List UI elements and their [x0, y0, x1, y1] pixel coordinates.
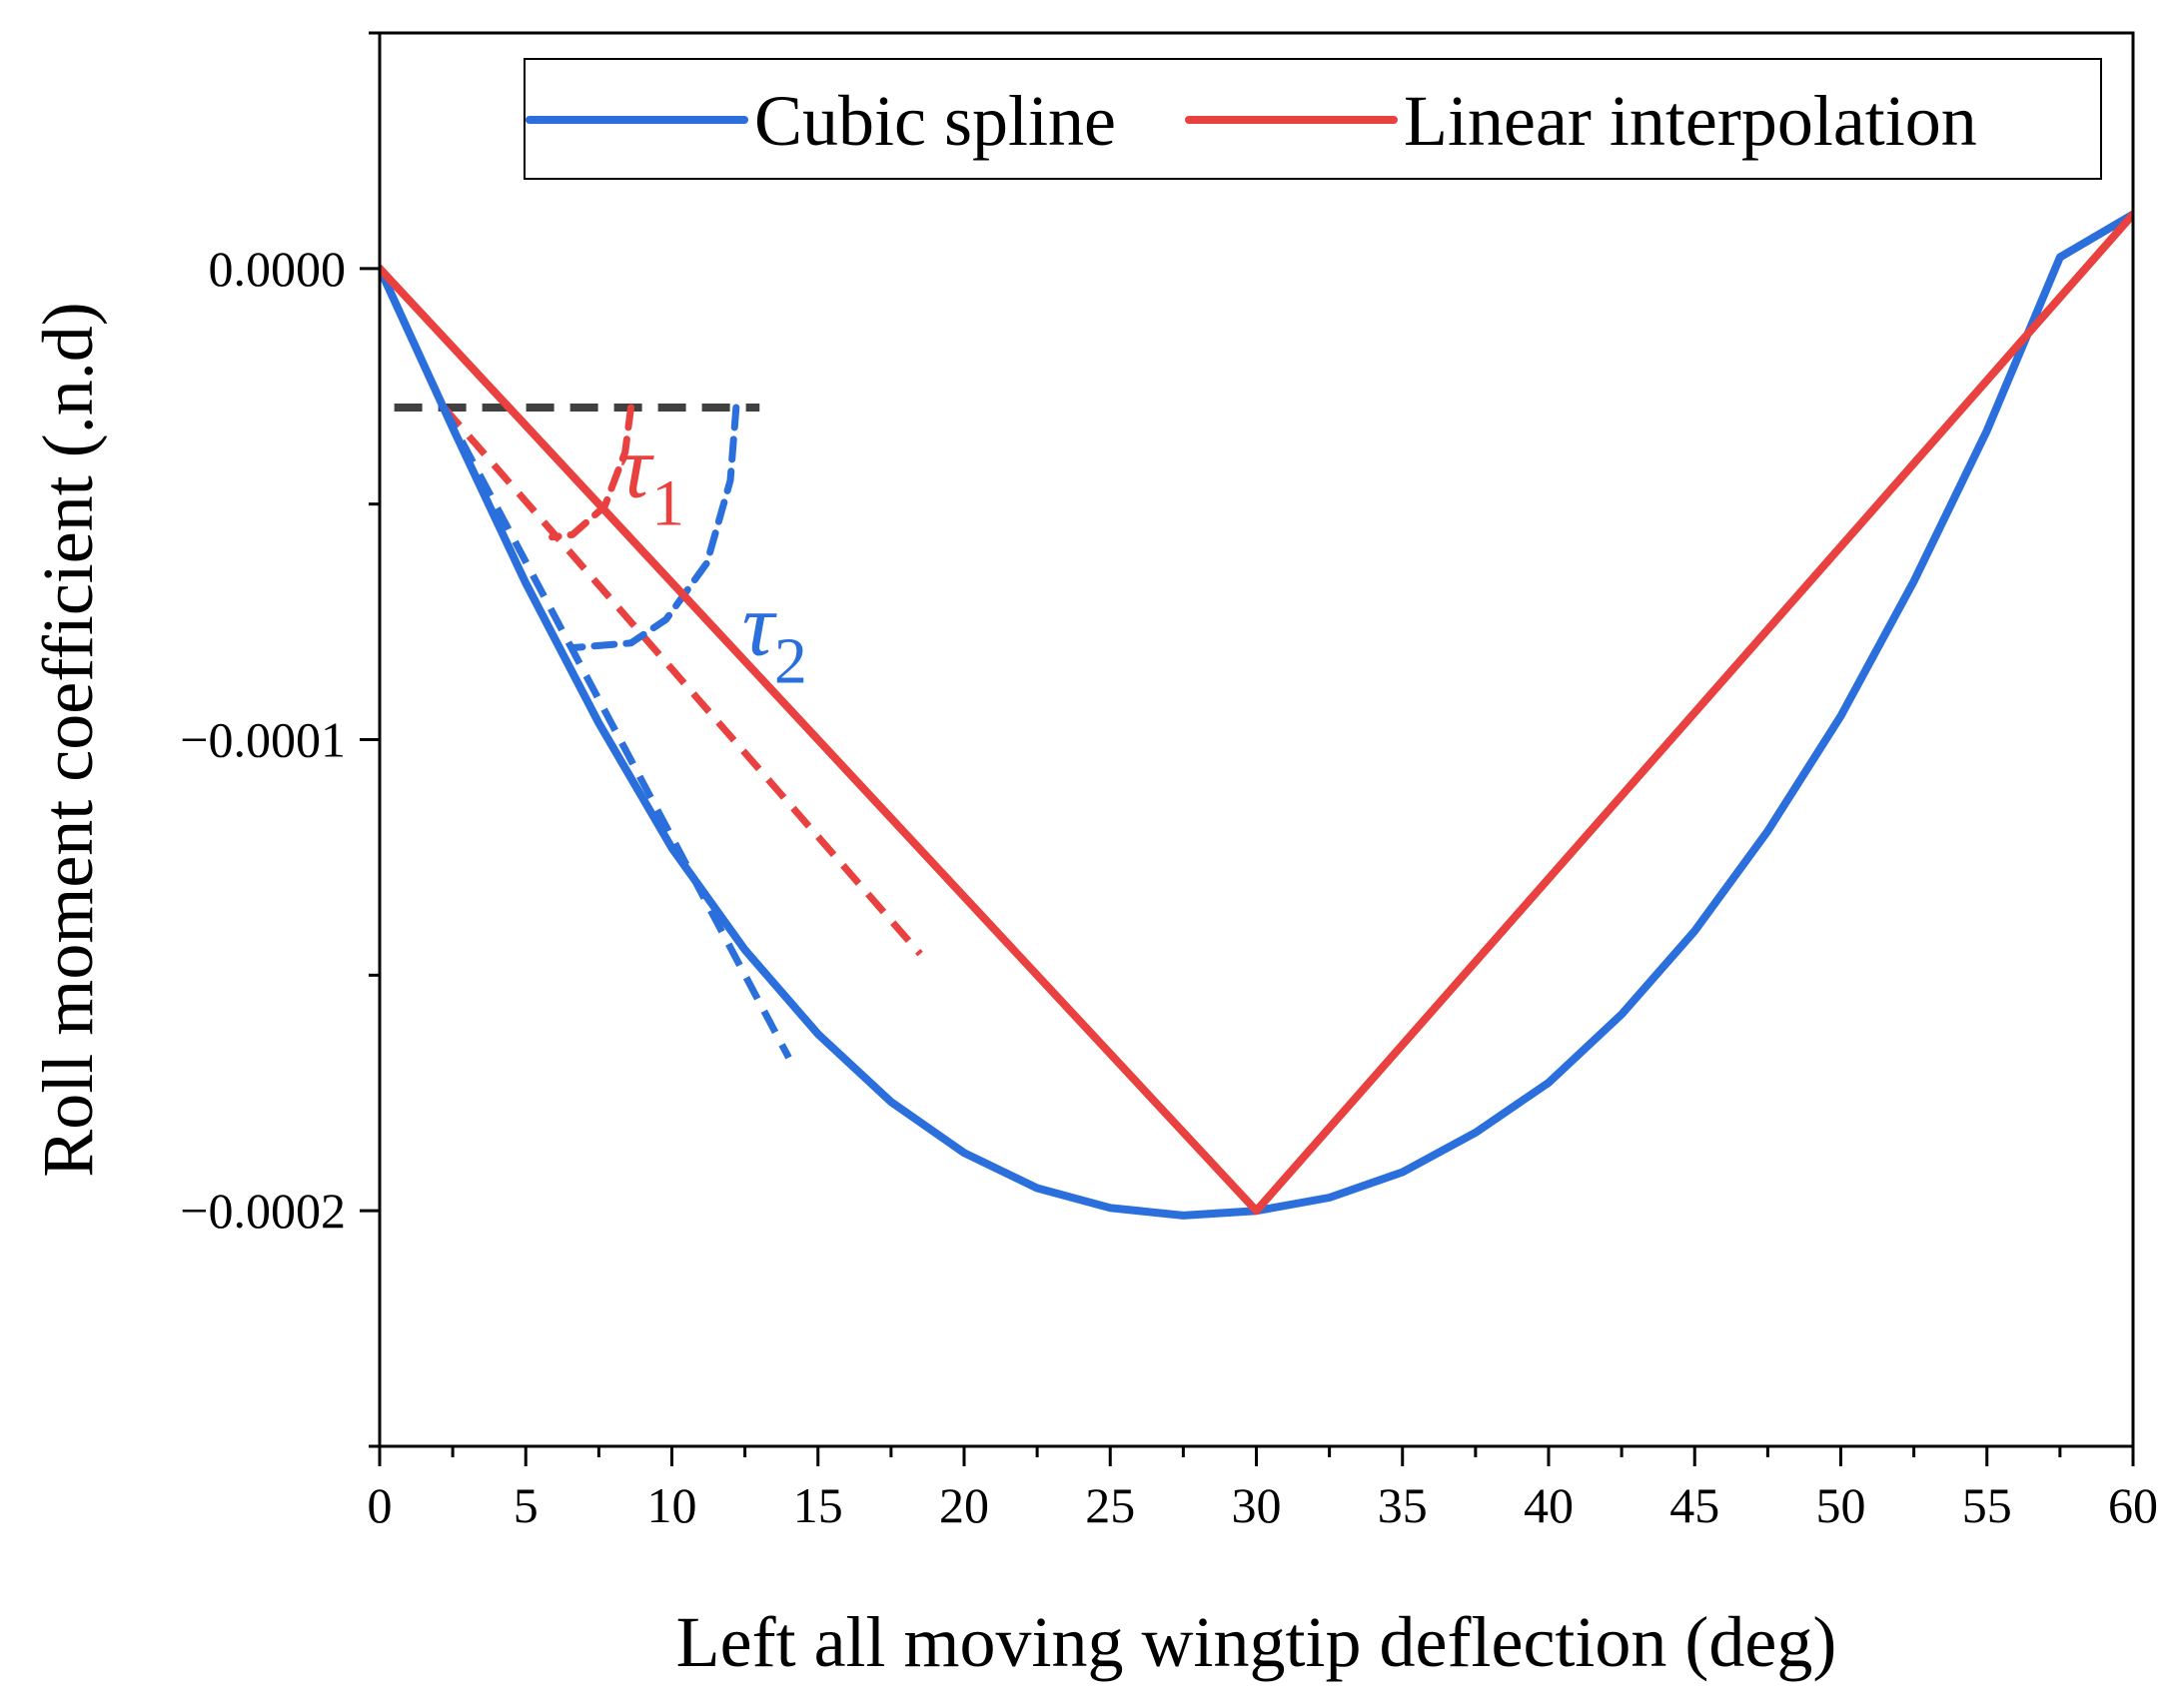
x-tick-label: 55: [1962, 1477, 2012, 1533]
angle-label-subscript: 1: [651, 467, 684, 540]
x-tick-label: 0: [368, 1477, 393, 1533]
angle-arc-2: [568, 404, 740, 651]
legend-label-2: Linear interpolation: [1404, 81, 1977, 161]
series-line-2: [380, 210, 2133, 1216]
x-tick-label: 50: [1816, 1477, 1866, 1533]
x-tick-label: 5: [514, 1477, 539, 1533]
x-tick-label: 45: [1669, 1477, 1719, 1533]
angle-label-symbol: τ: [619, 419, 654, 517]
plot-content: [380, 210, 2133, 1220]
x-axis-title: Left all moving wingtip deflection (deg): [676, 1602, 1837, 1682]
x-tick-label: 20: [939, 1477, 989, 1533]
angle-label-symbol: τ: [742, 576, 777, 675]
y-tick-label: −0.0002: [180, 1183, 346, 1239]
axes: 0 5 10 15 20 25 30 35 40 45 50 55 60 0.0000 −0.0001 −0.…: [180, 31, 2158, 1533]
angle-label-tau-2: τ2: [742, 576, 807, 698]
x-tick-label: 25: [1085, 1477, 1135, 1533]
angle-label-tau-1: τ1: [619, 419, 684, 540]
x-tick-label: 35: [1378, 1477, 1428, 1533]
tangent-line-1: [441, 405, 923, 957]
x-tick-label: 30: [1232, 1477, 1282, 1533]
x-tick-label: 40: [1524, 1477, 1574, 1533]
y-axis-title: Roll moment coefficient (.n.d): [28, 302, 108, 1177]
angle-label-subscript: 2: [774, 625, 807, 698]
x-tick-label: 60: [2108, 1477, 2158, 1533]
legend: Cubic spline Linear interpolation: [524, 58, 2102, 180]
x-tick-label: 10: [647, 1477, 697, 1533]
x-tick-label: 15: [793, 1477, 843, 1533]
axes-frame: [378, 31, 2135, 1448]
legend-label-1: Cubic spline: [754, 81, 1116, 161]
y-tick-label: 0.0000: [209, 241, 347, 297]
series-line-1: [380, 210, 2133, 1220]
y-tick-label: −0.0001: [180, 712, 346, 768]
tangent-line-2: [441, 406, 792, 1060]
